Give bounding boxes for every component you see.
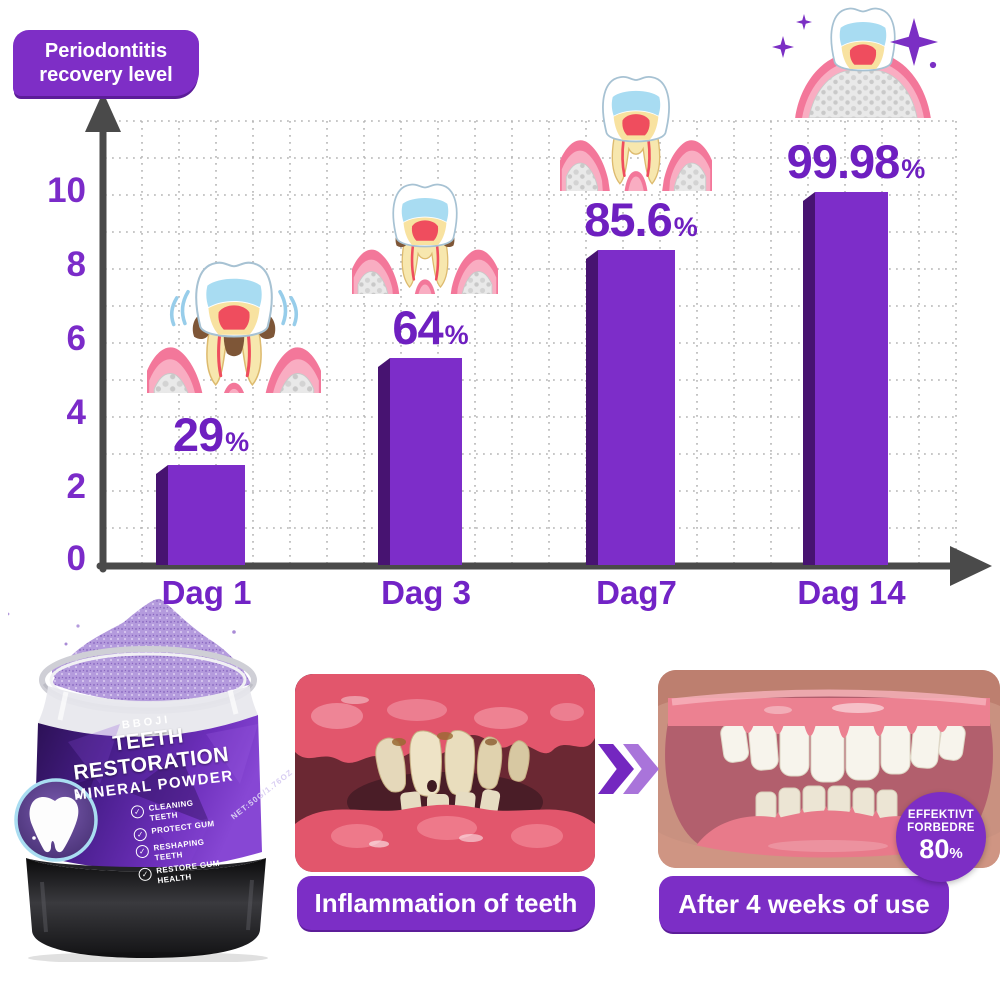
bar-value-day7: 85.6% <box>584 193 698 246</box>
bar-value-day3: 64% <box>392 301 468 354</box>
sparkle-dot-icon <box>929 61 937 69</box>
x-label-day7: Dag7 <box>596 574 677 611</box>
x-label-day14: Dag 14 <box>797 574 906 611</box>
before-caption: Inflammation of teeth <box>297 876 595 930</box>
effectiveness-badge: EFFEKTIVT FORBEDRE 80% <box>896 792 986 882</box>
y-tick-4: 4 <box>66 393 86 432</box>
y-tick-6: 6 <box>66 319 86 358</box>
product-jar-illustration <box>8 598 268 962</box>
arrow-right-icon <box>598 744 634 794</box>
tooth-moderate-periodontitis-icon <box>352 183 498 294</box>
check-icon: ✓ <box>137 867 153 882</box>
check-icon: ✓ <box>133 827 148 843</box>
y-tick-10: 10 <box>47 171 86 210</box>
sparkle-icon <box>890 18 938 66</box>
y-tick-2: 2 <box>66 467 86 506</box>
x-label-day1: Dag 1 <box>161 574 252 611</box>
before-photo <box>295 674 595 872</box>
check-icon: ✓ <box>130 804 145 820</box>
sparkle-icon <box>772 36 794 58</box>
bar-value-day1: 29% <box>172 408 249 461</box>
chart-title-line2: recovery level <box>39 64 173 86</box>
bar-value-day14: 99.98% <box>786 135 926 188</box>
sparkle-icon <box>796 14 812 30</box>
tooth-mild-periodontitis-icon <box>560 75 712 191</box>
bar-chart <box>85 92 992 586</box>
inflamed-teeth-illustration <box>295 674 595 872</box>
after-caption: After 4 weeks of use <box>659 876 949 932</box>
y-tick-8: 8 <box>66 245 86 284</box>
tooth-severe-periodontitis-icon <box>147 261 321 393</box>
check-icon: ✓ <box>135 844 150 859</box>
chart-title-line1: Periodontitis <box>44 40 168 62</box>
y-tick-0: 0 <box>66 539 86 578</box>
chart-title-badge: Periodontitis recovery level <box>13 30 199 96</box>
x-label-day3: Dag 3 <box>381 574 471 611</box>
